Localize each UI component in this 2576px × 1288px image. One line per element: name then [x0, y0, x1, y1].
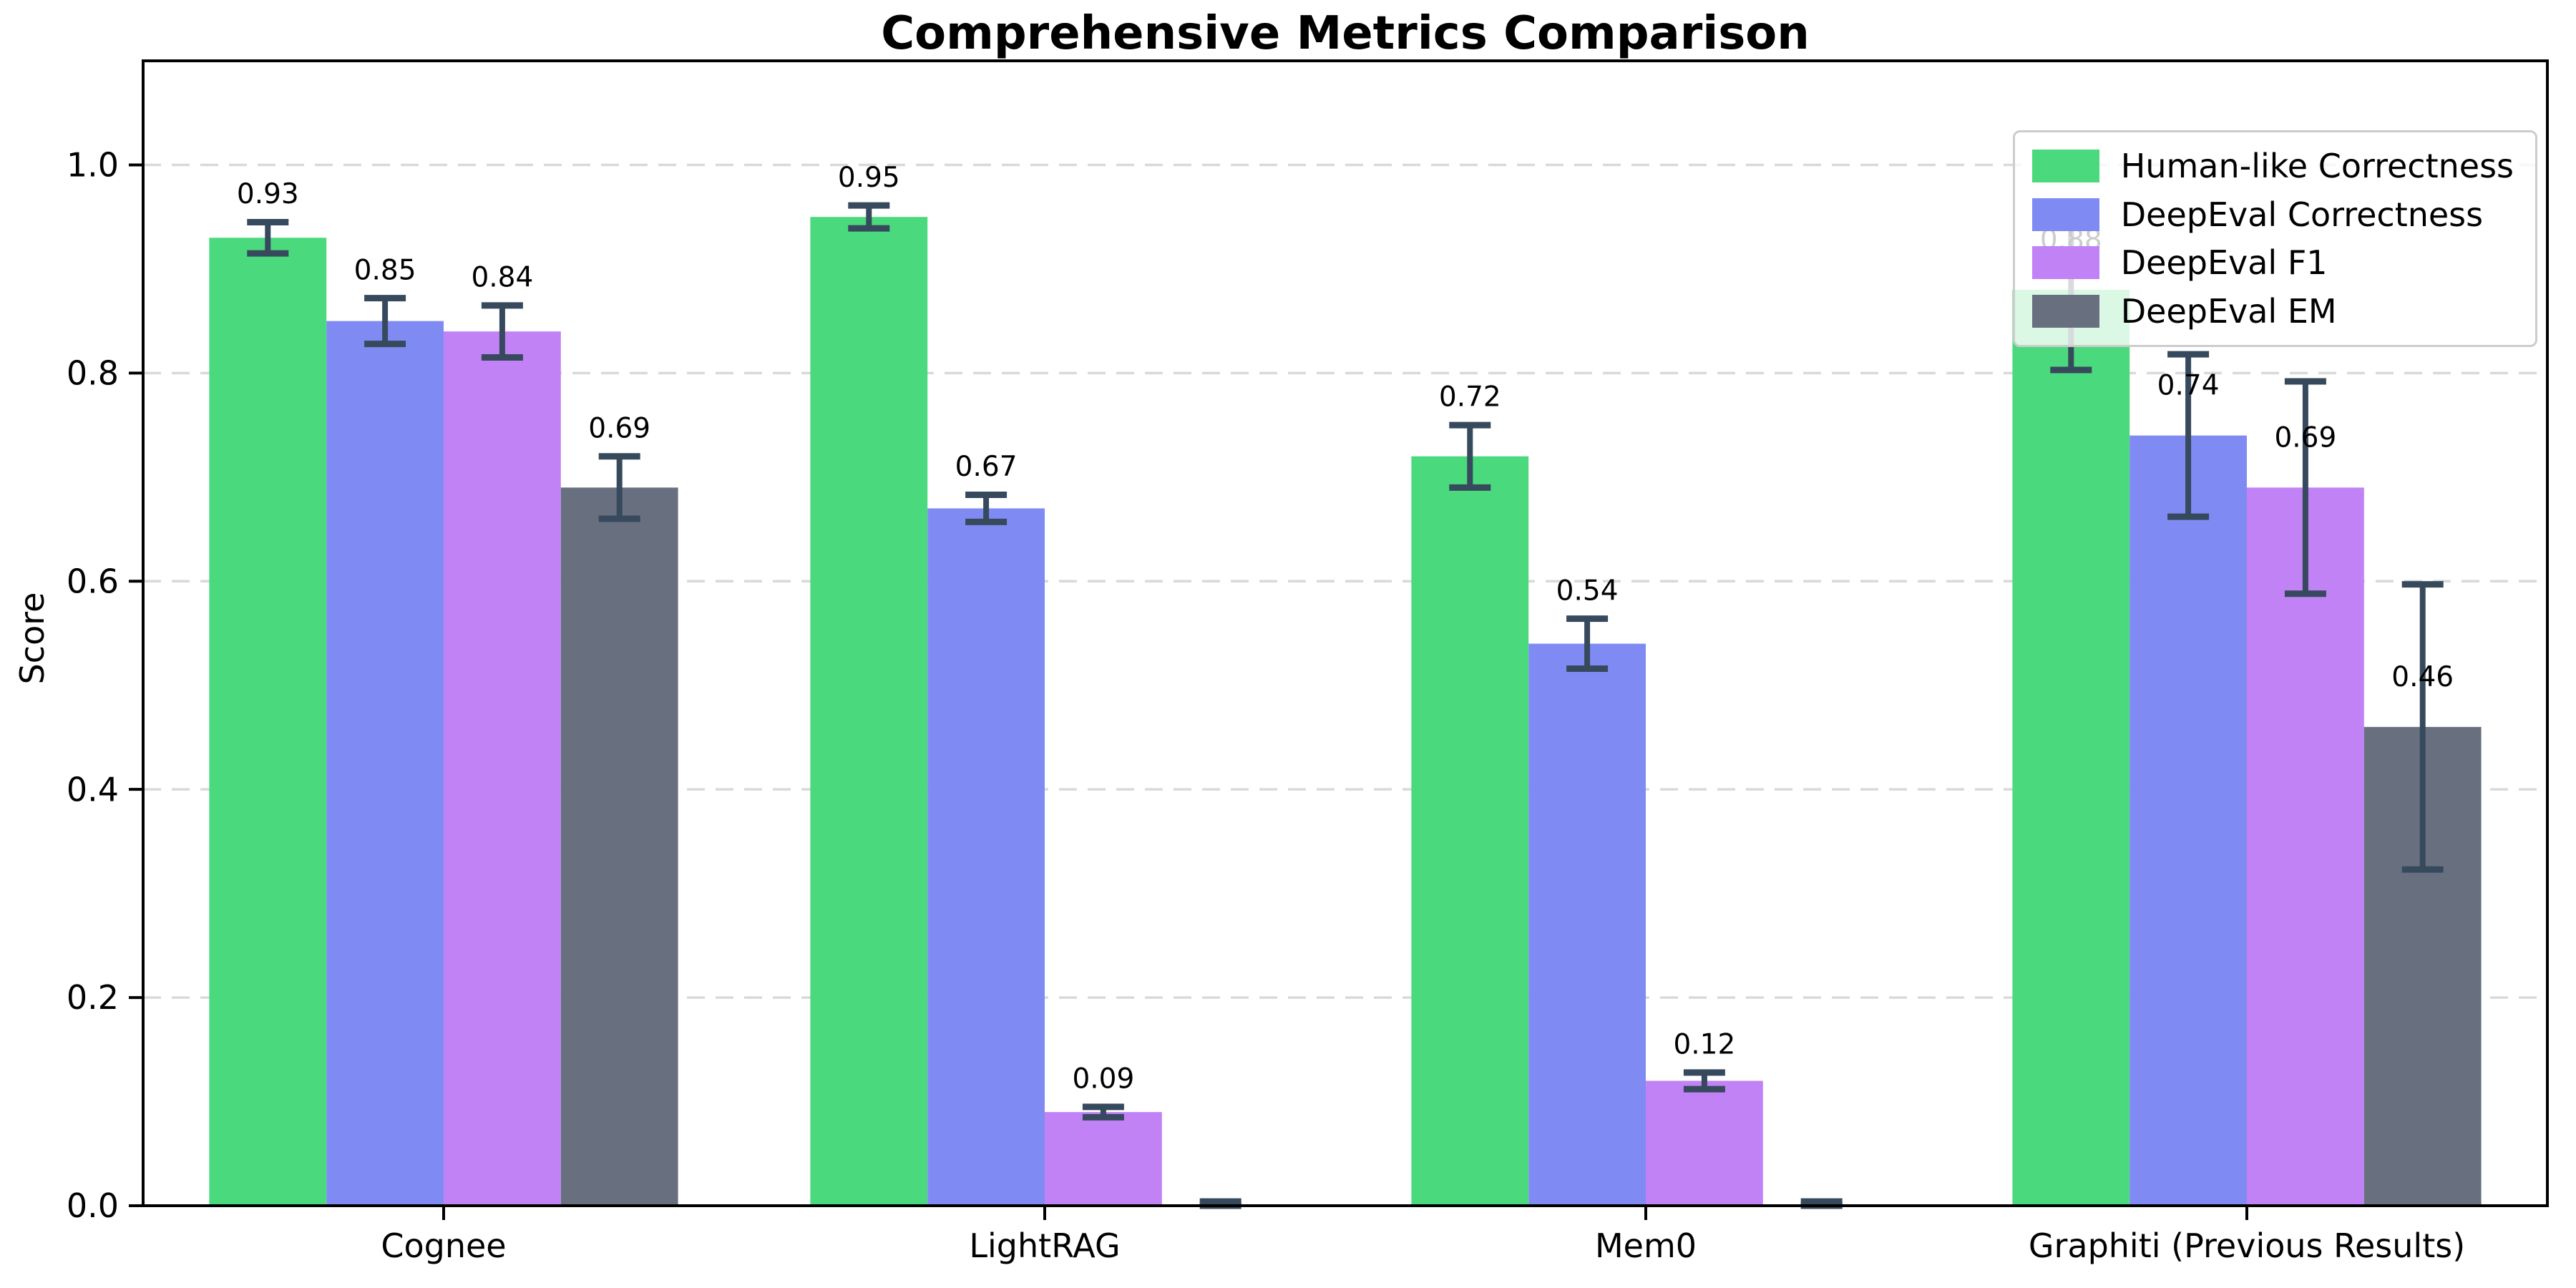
bar-value-label: 0.84 [471, 261, 533, 293]
legend: Human-like Correctness DeepEval Correctne… [2012, 130, 2537, 348]
legend-label: Human-like Correctness [2120, 147, 2514, 185]
bar-value-label: 0.74 [2157, 370, 2220, 402]
y-tick-label: 0.2 [67, 978, 119, 1017]
bar-value-label: 0.72 [1439, 381, 1501, 414]
y-tick-label: 1.0 [67, 146, 119, 185]
bar [209, 238, 327, 1206]
bar [2247, 487, 2364, 1206]
y-tick-label: 0.4 [67, 770, 119, 809]
bar [927, 508, 1045, 1206]
bar [1528, 643, 1646, 1206]
bar-value-label: 0.54 [1556, 575, 1619, 607]
y-tick-label: 0.0 [67, 1186, 119, 1225]
y-tick-label: 0.6 [67, 562, 119, 600]
legend-swatch [2031, 246, 2099, 280]
legend-swatch [2031, 197, 2099, 231]
bar [326, 321, 444, 1206]
bar [810, 217, 928, 1206]
legend-swatch [2031, 150, 2099, 183]
bar [1646, 1080, 1763, 1206]
legend-item: DeepEval EM [2031, 291, 2514, 331]
legend-label: DeepEval EM [2120, 291, 2337, 331]
legend-label: DeepEval F1 [2120, 243, 2328, 283]
legend-swatch [2031, 295, 2099, 328]
bar [1411, 456, 1529, 1206]
bar-value-label: 0.69 [2274, 421, 2336, 454]
legend-item: DeepEval F1 [2031, 243, 2514, 283]
bar [1045, 1112, 1162, 1206]
bar [444, 331, 561, 1206]
bar-value-label: 0.46 [2391, 661, 2454, 693]
x-tick-label: Cognee [381, 1226, 506, 1265]
bar [560, 487, 678, 1206]
bar [2012, 290, 2130, 1206]
bar-value-label: 0.69 [588, 412, 650, 444]
x-tick-label: LightRAG [969, 1226, 1120, 1265]
bar-value-label: 0.67 [955, 451, 1018, 483]
legend-item: Human-like Correctness [2031, 147, 2514, 185]
legend-label: DeepEval Correctness [2120, 195, 2484, 234]
bar [2129, 435, 2247, 1206]
plot-frame [142, 59, 2549, 1207]
bar-value-label: 0.12 [1673, 1028, 1735, 1060]
chart-title: Comprehensive Metrics Comparison [881, 7, 1810, 60]
bar-value-label: 0.95 [838, 162, 900, 194]
bar-value-label: 0.93 [237, 178, 299, 210]
bar-value-label: 0.09 [1072, 1063, 1134, 1095]
legend-item: DeepEval Correctness [2031, 195, 2514, 234]
bar-value-label: 0.85 [354, 254, 416, 286]
x-tick-label: Graphiti (Previous Results) [2029, 1226, 2465, 1265]
x-tick-label: Mem0 [1595, 1226, 1697, 1265]
y-tick-label: 0.8 [67, 353, 119, 392]
